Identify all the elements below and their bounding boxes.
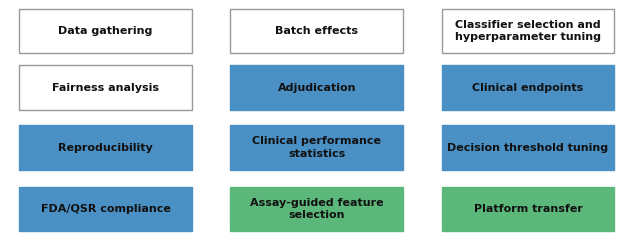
FancyBboxPatch shape — [442, 65, 614, 110]
FancyBboxPatch shape — [442, 125, 614, 170]
Text: Reproducibility: Reproducibility — [58, 143, 153, 153]
Text: Data gathering: Data gathering — [58, 26, 153, 36]
Text: Assay-guided feature
selection: Assay-guided feature selection — [250, 198, 383, 220]
Text: FDA/QSR compliance: FDA/QSR compliance — [41, 204, 170, 214]
Text: Clinical performance
statistics: Clinical performance statistics — [252, 136, 381, 159]
FancyBboxPatch shape — [230, 65, 403, 110]
FancyBboxPatch shape — [230, 9, 403, 54]
Text: Adjudication: Adjudication — [278, 83, 356, 93]
FancyBboxPatch shape — [19, 65, 192, 110]
Text: Decision threshold tuning: Decision threshold tuning — [447, 143, 609, 153]
Text: Platform transfer: Platform transfer — [474, 204, 582, 214]
FancyBboxPatch shape — [19, 125, 192, 170]
FancyBboxPatch shape — [442, 9, 614, 54]
FancyBboxPatch shape — [19, 9, 192, 54]
Text: Classifier selection and
hyperparameter tuning: Classifier selection and hyperparameter … — [455, 20, 601, 42]
FancyBboxPatch shape — [442, 187, 614, 231]
Text: Clinical endpoints: Clinical endpoints — [472, 83, 584, 93]
FancyBboxPatch shape — [230, 187, 403, 231]
FancyBboxPatch shape — [230, 125, 403, 170]
Text: Batch effects: Batch effects — [275, 26, 358, 36]
FancyBboxPatch shape — [19, 187, 192, 231]
Text: Fairness analysis: Fairness analysis — [52, 83, 159, 93]
